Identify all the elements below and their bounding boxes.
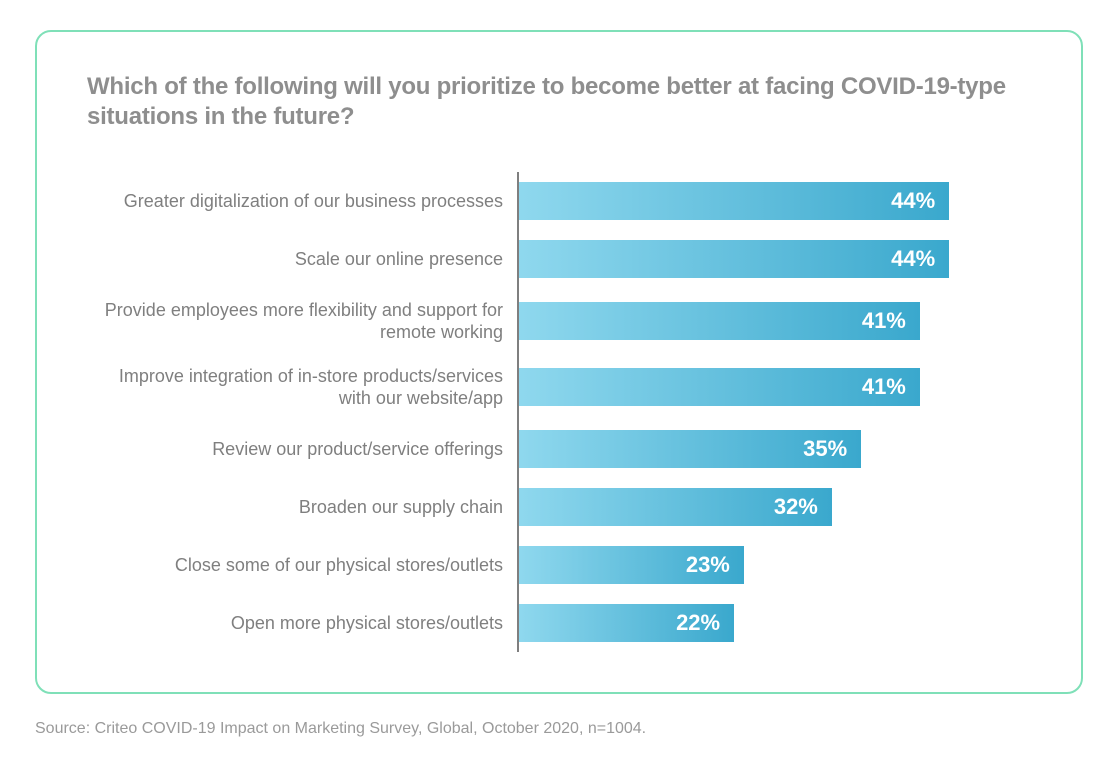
bar-row: 35% [519,420,1031,478]
label-row: Greater digitalization of our business p… [87,172,517,230]
source-text: Source: Criteo COVID-19 Impact on Market… [35,720,1083,738]
category-label: Improve integration of in-store products… [87,365,517,410]
category-label: Broaden our supply chain [87,496,517,519]
chart-card: Which of the following will you prioriti… [35,30,1083,694]
bar-value-label: 23% [686,552,730,578]
bar: 41% [519,368,920,406]
category-label: Provide employees more flexibility and s… [87,299,517,344]
bar: 23% [519,546,744,584]
bar-wrap: 35% [519,430,959,468]
bar-row: 22% [519,594,1031,652]
bar-wrap: 41% [519,368,959,406]
bar: 32% [519,488,832,526]
bar-row: 41% [519,354,1031,420]
bar-wrap: 44% [519,182,959,220]
label-row: Close some of our physical stores/outlet… [87,536,517,594]
label-row: Improve integration of in-store products… [87,354,517,420]
labels-column: Greater digitalization of our business p… [87,172,517,652]
bar-row: 41% [519,288,1031,354]
bar-value-label: 32% [774,494,818,520]
bar-wrap: 23% [519,546,959,584]
bar: 41% [519,302,920,340]
bar-wrap: 22% [519,604,959,642]
label-row: Scale our online presence [87,230,517,288]
bar-value-label: 41% [862,308,906,334]
bar: 35% [519,430,861,468]
bar-wrap: 41% [519,302,959,340]
label-row: Review our product/service offerings [87,420,517,478]
bar-value-label: 22% [676,610,720,636]
bar-value-label: 44% [891,188,935,214]
bar-row: 23% [519,536,1031,594]
bar-value-label: 44% [891,246,935,272]
category-label: Greater digitalization of our business p… [87,190,517,213]
category-label: Open more physical stores/outlets [87,612,517,635]
bar-value-label: 41% [862,374,906,400]
bar-chart: Greater digitalization of our business p… [87,172,1031,652]
label-row: Provide employees more flexibility and s… [87,288,517,354]
bar: 44% [519,182,949,220]
label-row: Open more physical stores/outlets [87,594,517,652]
bar-row: 44% [519,230,1031,288]
bar-row: 32% [519,478,1031,536]
bar: 22% [519,604,734,642]
bar-row: 44% [519,172,1031,230]
label-row: Broaden our supply chain [87,478,517,536]
chart-title: Which of the following will you prioriti… [87,72,1031,132]
bar-wrap: 44% [519,240,959,278]
bar: 44% [519,240,949,278]
bars-column: 44% 44% 41% 41% 35% 32% 23% 22% [517,172,1031,652]
category-label: Scale our online presence [87,248,517,271]
category-label: Review our product/service offerings [87,438,517,461]
bar-value-label: 35% [803,436,847,462]
bar-wrap: 32% [519,488,959,526]
category-label: Close some of our physical stores/outlet… [87,554,517,577]
